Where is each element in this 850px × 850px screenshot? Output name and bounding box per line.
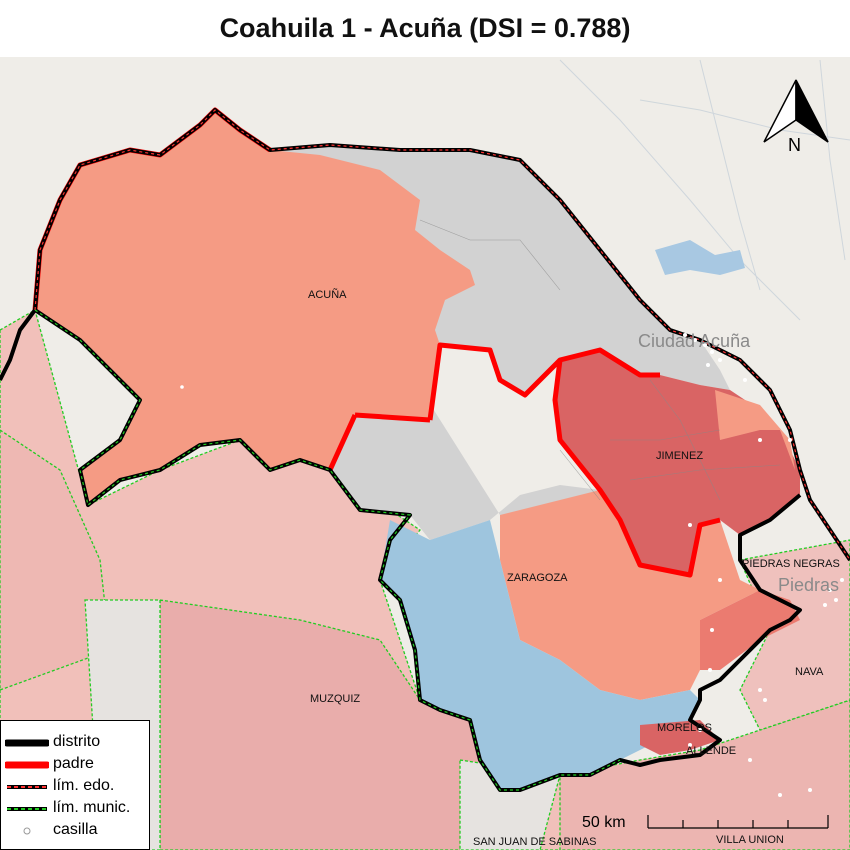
label-nava: NAVA: [795, 666, 824, 678]
municipal-lines: [419, 219, 781, 501]
legend-label-distrito: distrito: [53, 733, 101, 750]
label-acuna: ACUÑA: [308, 288, 347, 301]
map-canvas[interactable]: Ciudad Acuña Piedras ACUÑA JIMENEZ ZARAG…: [0, 57, 850, 850]
distrito-line-icon: [5, 739, 49, 747]
map-title: Coahuila 1 - Acuña (DSI = 0.788): [219, 13, 631, 43]
legend-item-municipal-limit: lím. munic.: [1, 798, 149, 819]
label-morelos: MORELOS: [657, 722, 712, 734]
north-arrow-label: N: [788, 135, 801, 155]
region-zaragoza-east: [700, 590, 800, 670]
region-zaragoza: [500, 490, 760, 700]
label-san-juan: SAN JUAN DE SABINAS: [473, 836, 596, 848]
label-muzquiz: MUZQUIZ: [310, 693, 360, 705]
legend-item-casilla: casilla: [1, 820, 149, 841]
distrito-outline-dash: [34, 109, 850, 561]
legend-label-padre: padre: [53, 755, 94, 772]
legend-label-state-limit: lím. edo.: [53, 777, 115, 794]
scale-bar-label: 50 km: [582, 814, 626, 831]
city-label-acuna: Ciudad Acuña: [638, 331, 751, 351]
label-zaragoza: ZARAGOZA: [507, 572, 568, 584]
reservoir: [655, 240, 745, 275]
casilla-points: [180, 333, 844, 797]
region-blue: [380, 520, 700, 790]
legend: distrito padre lím. edo. lím. munic. cas…: [0, 720, 150, 850]
region-jimenez-east: [715, 390, 795, 470]
basemap-roads: [559, 59, 850, 321]
municipal-limit-line-icon: [7, 807, 47, 811]
label-jimenez: JIMENEZ: [656, 450, 703, 462]
label-villa-union: VILLA UNION: [716, 834, 784, 846]
district-municipalities: [35, 110, 800, 790]
padre-line-icon: [5, 761, 49, 769]
region-acuna: [35, 110, 475, 505]
municipal-limit-dash: [34, 309, 621, 791]
legend-item-padre: padre: [1, 754, 149, 775]
state-limit-line-icon: [7, 785, 47, 789]
legend-item-distrito: distrito: [1, 732, 149, 753]
scale-bar: [647, 815, 829, 829]
north-arrow-icon: N: [763, 79, 829, 155]
label-piedras-negras: PIEDRAS NEGRAS: [742, 558, 840, 570]
label-allende: ALLENDE: [686, 745, 736, 757]
casilla-point-icon: [23, 827, 31, 835]
legend-item-state-limit: lím. edo.: [1, 776, 149, 797]
legend-label-casilla: casilla: [53, 821, 98, 838]
legend-label-municipal-limit: lím. munic.: [53, 799, 131, 816]
city-label-piedras: Piedras: [778, 575, 839, 595]
